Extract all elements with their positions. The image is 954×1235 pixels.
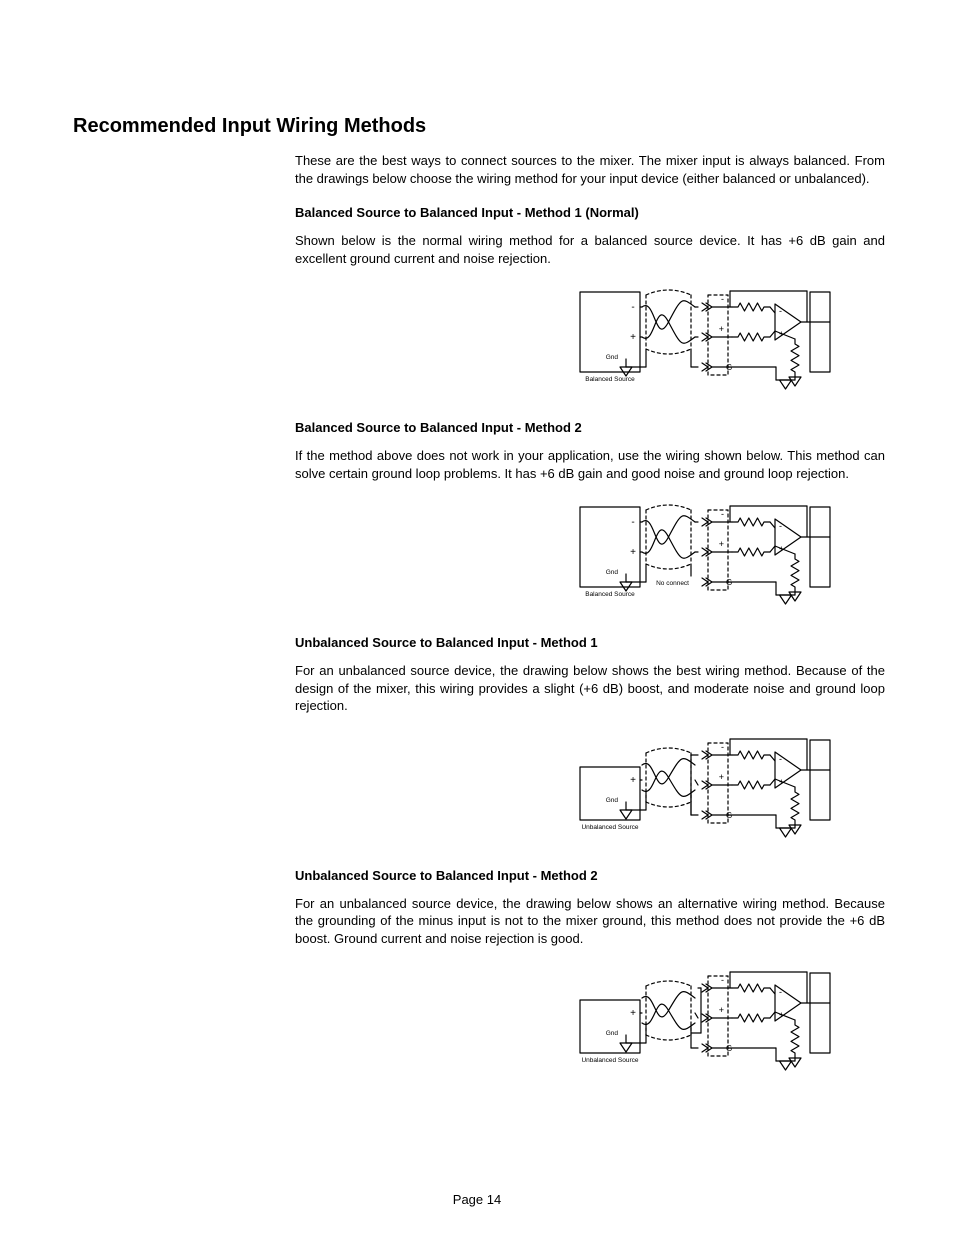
wiring-diagram: Balanced Source-+GndNo connect-+G-+ (575, 492, 845, 617)
method-3: Unbalanced Source to Balanced Input - Me… (295, 635, 885, 850)
method-title: Balanced Source to Balanced Input - Meth… (295, 420, 885, 435)
method-1: Balanced Source to Balanced Input - Meth… (295, 205, 885, 402)
svg-text:-: - (721, 975, 724, 985)
method-title: Balanced Source to Balanced Input - Meth… (295, 205, 885, 220)
intro-text: These are the best ways to connect sourc… (295, 152, 885, 187)
svg-text:+: + (630, 332, 636, 343)
method-title: Unbalanced Source to Balanced Input - Me… (295, 868, 885, 883)
svg-text:-: - (721, 509, 724, 519)
svg-text:-: - (779, 987, 782, 997)
svg-text:-: - (631, 517, 634, 528)
svg-text:+: + (719, 539, 724, 549)
svg-text:Unbalanced Source: Unbalanced Source (581, 824, 638, 831)
svg-text:Gnd: Gnd (606, 797, 619, 804)
page-number: Page 14 (0, 1192, 954, 1207)
page-title: Recommended Input Wiring Methods (73, 115, 874, 138)
svg-text:+: + (719, 772, 724, 782)
svg-text:+: + (630, 547, 636, 558)
svg-text:Gnd: Gnd (606, 569, 619, 576)
svg-text:-: - (779, 306, 782, 316)
svg-text:Gnd: Gnd (606, 1030, 619, 1037)
svg-text:+: + (630, 775, 636, 786)
svg-text:-: - (631, 302, 634, 313)
method-desc: For an unbalanced source device, the dra… (295, 662, 885, 715)
content-column: These are the best ways to connect sourc… (295, 152, 885, 1083)
svg-text:+: + (630, 1008, 636, 1019)
method-desc: Shown below is the normal wiring method … (295, 232, 885, 267)
svg-text:Unbalanced Source: Unbalanced Source (581, 1057, 638, 1064)
svg-text:Balanced Source: Balanced Source (585, 376, 635, 383)
svg-text:+: + (719, 1005, 724, 1015)
svg-text:-: - (721, 742, 724, 752)
wiring-diagram: Unbalanced Source+Gnd-+G-+ (575, 958, 845, 1083)
svg-text:Balanced Source: Balanced Source (585, 591, 635, 598)
svg-text:+: + (719, 324, 724, 334)
svg-text:Gnd: Gnd (606, 354, 619, 361)
svg-text:-: - (779, 754, 782, 764)
method-desc: If the method above does not work in you… (295, 447, 885, 482)
wiring-diagram: Balanced Source-+Gnd-+G-+ (575, 277, 845, 402)
method-4: Unbalanced Source to Balanced Input - Me… (295, 868, 885, 1083)
svg-text:-: - (721, 294, 724, 304)
method-desc: For an unbalanced source device, the dra… (295, 895, 885, 948)
svg-text:-: - (779, 521, 782, 531)
method-2: Balanced Source to Balanced Input - Meth… (295, 420, 885, 617)
wiring-diagram: Unbalanced Source+Gnd-+G-+ (575, 725, 845, 850)
svg-text:No connect: No connect (656, 580, 689, 587)
method-title: Unbalanced Source to Balanced Input - Me… (295, 635, 885, 650)
